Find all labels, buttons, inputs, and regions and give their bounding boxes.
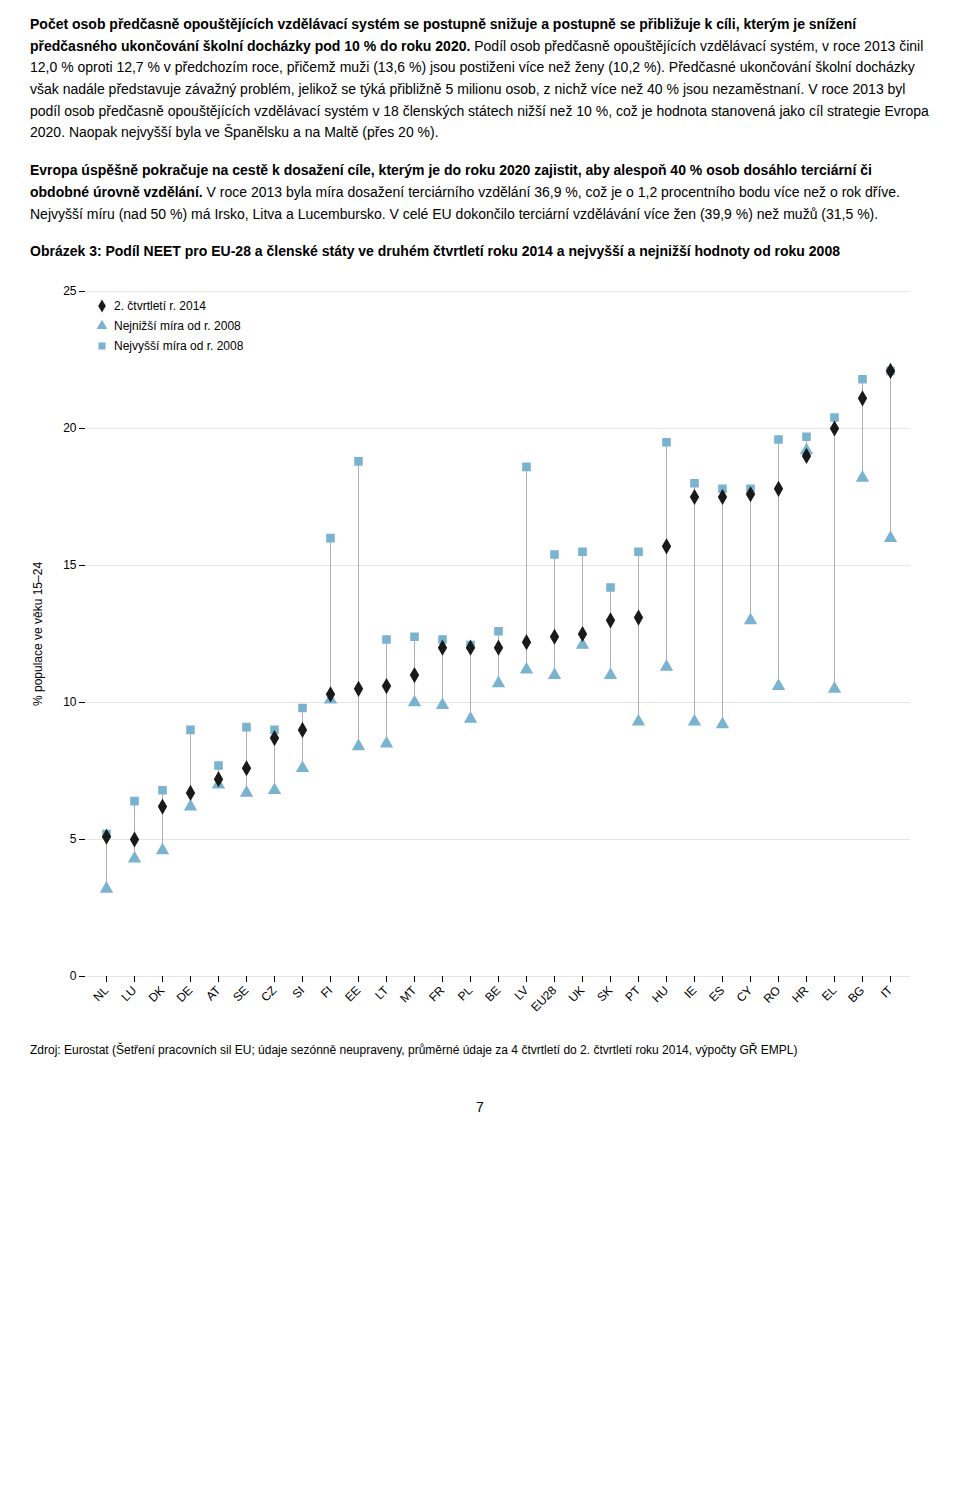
svg-text:PL: PL	[455, 983, 476, 1004]
svg-text:IE: IE	[681, 983, 699, 1001]
html-text:2. čtvrtletí r. 2014: 2. čtvrtletí r. 2014	[114, 298, 206, 313]
svg-text:NL: NL	[91, 983, 112, 1004]
svg-text:SE: SE	[230, 983, 251, 1004]
svg-text:RO: RO	[761, 983, 784, 1006]
html-text:Nejvyšší míra od r. 2008: Nejvyšší míra od r. 2008	[114, 338, 244, 353]
svg-text:SK: SK	[594, 983, 615, 1004]
svg-text:MT: MT	[397, 983, 420, 1006]
svg-text:FR: FR	[426, 983, 447, 1004]
svg-text:UK: UK	[566, 983, 588, 1005]
svg-text:% populace ve věku 15–24: % populace ve věku 15–24	[31, 561, 45, 705]
html-text:7: 7	[476, 1098, 484, 1115]
svg-text:10: 10	[63, 695, 77, 709]
html-text:Nejnižší míra od r. 2008: Nejnižší míra od r. 2008	[114, 318, 241, 333]
svg-text:5: 5	[70, 832, 77, 846]
svg-text:LT: LT	[372, 983, 392, 1003]
svg-text:0: 0	[70, 969, 77, 983]
svg-text:BE: BE	[482, 983, 503, 1004]
html-text:Obrázek 3: Podíl NEET pro EU-2: Obrázek 3: Podíl NEET pro EU-28 a člensk…	[30, 243, 840, 260]
svg-text:DE: DE	[174, 983, 196, 1005]
svg-text:HU: HU	[649, 983, 671, 1005]
html-text:Počet osob předčasně opouštějí: Počet osob předčasně opouštějících vzděl…	[30, 16, 929, 141]
svg-text:PT: PT	[623, 983, 644, 1004]
svg-text:HR: HR	[789, 983, 811, 1005]
svg-text:CY: CY	[734, 983, 756, 1005]
svg-text:EU28: EU28	[528, 983, 559, 1014]
svg-text:AT: AT	[203, 983, 224, 1004]
html-text:Evropa úspěšně pokračuje na ce: Evropa úspěšně pokračuje na cestě k dosa…	[30, 162, 900, 222]
svg-text:20: 20	[63, 421, 77, 435]
svg-text:LV: LV	[512, 983, 532, 1003]
svg-text:IT: IT	[878, 983, 896, 1001]
svg-text:25: 25	[63, 284, 77, 298]
svg-text:FI: FI	[318, 983, 335, 1000]
svg-text:15: 15	[63, 558, 77, 572]
svg-text:EE: EE	[342, 983, 363, 1004]
svg-text:LU: LU	[119, 983, 140, 1004]
html-text:Zdroj: Eurostat (Šetření praco: Zdroj: Eurostat (Šetření pracovních sil …	[30, 1042, 798, 1057]
svg-text:BG: BG	[845, 983, 867, 1005]
svg-text:CZ: CZ	[258, 983, 279, 1004]
svg-text:ES: ES	[706, 983, 727, 1004]
svg-text:EL: EL	[819, 983, 840, 1004]
svg-text:DK: DK	[146, 983, 168, 1005]
svg-text:SI: SI	[289, 983, 307, 1001]
